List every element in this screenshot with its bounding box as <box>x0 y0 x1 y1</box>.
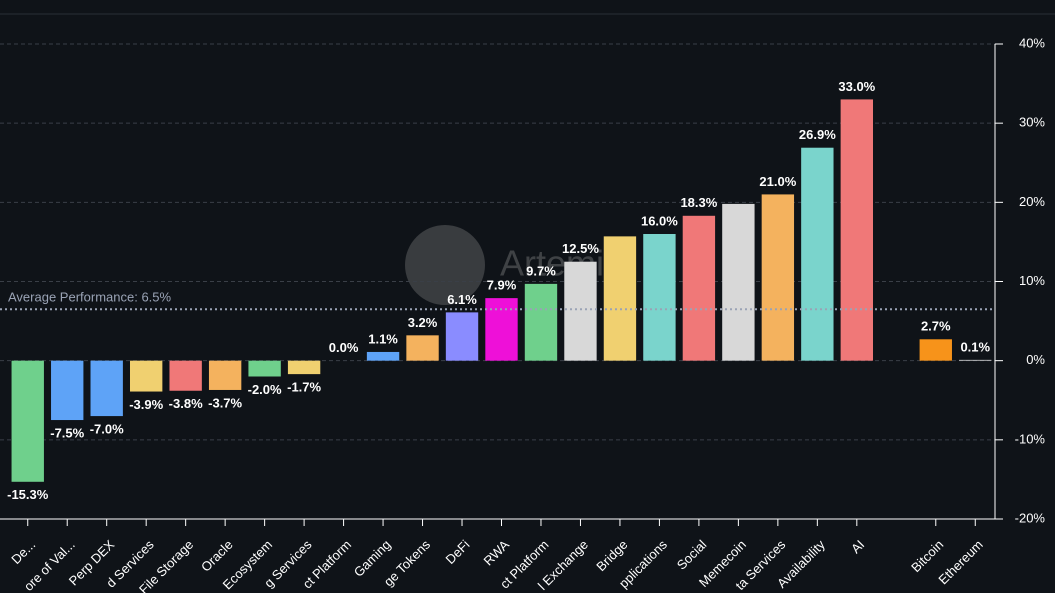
value-label: -3.7% <box>208 395 242 410</box>
value-label: 6.1% <box>447 292 477 307</box>
value-label: -1.7% <box>287 380 321 395</box>
y-tick-label: 30% <box>1019 115 1045 130</box>
value-label: 18.3% <box>680 195 717 210</box>
average-label: Average Performance: 6.5% <box>8 290 172 305</box>
value-label: 0.1% <box>960 339 990 354</box>
bar <box>11 360 44 482</box>
watermark-logo <box>405 225 485 305</box>
bar <box>287 360 321 375</box>
bar <box>722 203 755 361</box>
y-tick-label: 40% <box>1019 35 1045 50</box>
watermark: Artemis <box>500 243 622 284</box>
y-tick-label: -10% <box>1015 431 1046 446</box>
bar <box>603 236 637 361</box>
value-label: -7.5% <box>50 425 84 440</box>
value-label: 1.1% <box>368 331 398 346</box>
value-label: -7.0% <box>90 422 124 437</box>
value-label: 3.2% <box>408 315 438 330</box>
value-label: 2.7% <box>921 319 951 334</box>
value-label: -15.3% <box>7 487 49 502</box>
bar <box>959 359 992 361</box>
y-tick-label: 0% <box>1026 352 1045 367</box>
bar <box>524 283 558 361</box>
bar <box>761 194 795 361</box>
watermark-group: Artemis <box>405 225 622 305</box>
bar <box>445 312 479 361</box>
value-label: 26.9% <box>799 127 836 142</box>
value-label: 7.9% <box>487 278 517 293</box>
y-tick-label: -20% <box>1015 510 1046 525</box>
value-label: 12.5% <box>562 241 599 256</box>
bar <box>248 360 281 377</box>
y-tick-label: 10% <box>1019 273 1045 288</box>
bar <box>564 261 597 361</box>
bar <box>919 339 952 361</box>
bar <box>485 298 518 361</box>
bar <box>90 360 123 417</box>
value-label: -3.9% <box>129 397 163 412</box>
bar <box>840 99 874 361</box>
bar <box>51 360 84 421</box>
bar <box>406 335 439 361</box>
value-label: 16.0% <box>641 213 678 228</box>
value-label: 21.0% <box>759 174 796 189</box>
bar <box>169 360 202 391</box>
bar <box>682 215 716 361</box>
bar <box>129 360 163 392</box>
bar <box>208 360 242 390</box>
value-label: 9.7% <box>526 263 556 278</box>
value-label: 33.0% <box>838 79 875 94</box>
value-label: -3.8% <box>169 396 203 411</box>
bar <box>366 351 400 361</box>
bar <box>643 234 676 361</box>
value-label: -2.0% <box>248 382 282 397</box>
bar <box>801 147 834 361</box>
y-tick-label: 20% <box>1019 194 1045 209</box>
value-label: 0.0% <box>329 340 359 355</box>
